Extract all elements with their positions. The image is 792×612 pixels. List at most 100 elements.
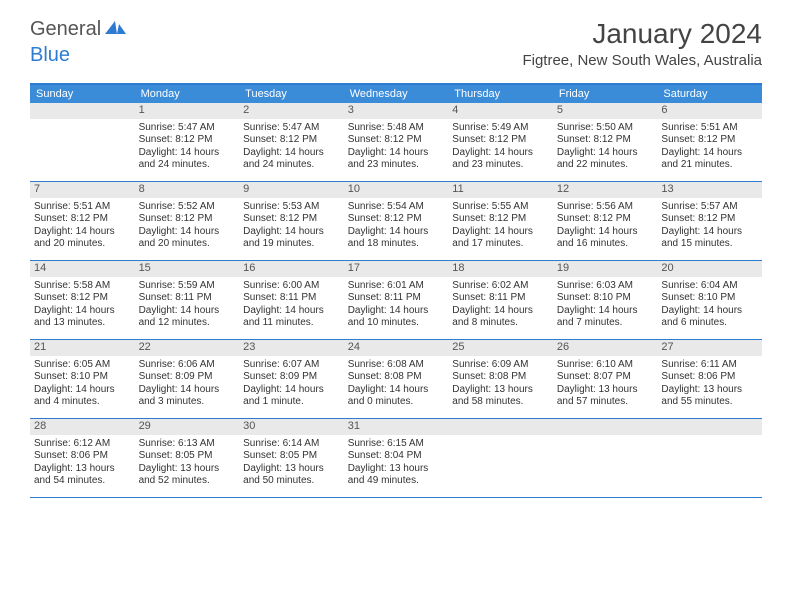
day-cell: 7Sunrise: 5:51 AMSunset: 8:12 PMDaylight…	[30, 182, 135, 260]
sunrise-text: Sunrise: 5:50 AM	[557, 122, 654, 135]
day-body: Sunrise: 6:01 AMSunset: 8:11 PMDaylight:…	[348, 280, 445, 330]
daylight-text: Daylight: 14 hours and 20 minutes.	[34, 226, 131, 251]
calendar: Sunday Monday Tuesday Wednesday Thursday…	[30, 83, 762, 498]
day-number: 30	[239, 419, 344, 435]
sunrise-text: Sunrise: 6:10 AM	[557, 359, 654, 372]
day-cell: 16 Sunrise: 6:00 AMSunset: 8:11 PMDayligh…	[239, 261, 344, 339]
day-body: Sunrise: 5:57 AMSunset: 8:12 PMDaylight:…	[661, 201, 758, 251]
sunset-text: Sunset: 8:11 PM	[139, 292, 236, 305]
daylight-text: Daylight: 14 hours and 18 minutes.	[348, 226, 445, 251]
logo-text-general: General	[30, 18, 101, 41]
day-body: Sunrise: 6:06 AMSunset: 8:09 PMDaylight:…	[139, 359, 236, 409]
week-row: 21Sunrise: 6:05 AMSunset: 8:10 PMDayligh…	[30, 340, 762, 419]
sunset-text: Sunset: 8:12 PM	[661, 213, 758, 226]
day-cell: 10Sunrise: 5:54 AMSunset: 8:12 PMDayligh…	[344, 182, 449, 260]
sunset-text: Sunset: 8:12 PM	[139, 134, 236, 147]
sunset-text: Sunset: 8:12 PM	[348, 213, 445, 226]
daylight-text: Daylight: 14 hours and 10 minutes.	[348, 305, 445, 330]
daylight-text: Daylight: 14 hours and 7 minutes.	[557, 305, 654, 330]
sunrise-text: Sunrise: 5:51 AM	[34, 201, 131, 214]
day-body: Sunrise: 6:00 AMSunset: 8:11 PMDaylight:…	[243, 280, 340, 330]
day-body: Sunrise: 6:14 AMSunset: 8:05 PMDaylight:…	[243, 438, 340, 488]
weekday-header: Monday	[135, 85, 240, 103]
day-body: Sunrise: 5:47 AMSunset: 8:12 PMDaylight:…	[139, 122, 236, 172]
sunrise-text: Sunrise: 5:58 AM	[34, 280, 131, 293]
day-cell: 2Sunrise: 5:47 AMSunset: 8:12 PMDaylight…	[239, 103, 344, 181]
sunrise-text: Sunrise: 5:47 AM	[243, 122, 340, 135]
sunrise-text: Sunrise: 5:52 AM	[139, 201, 236, 214]
day-number: 12	[553, 182, 658, 198]
daylight-text: Daylight: 13 hours and 55 minutes.	[661, 384, 758, 409]
day-cell: 15Sunrise: 5:59 AMSunset: 8:11 PMDayligh…	[135, 261, 240, 339]
day-number: 18	[448, 261, 553, 277]
daylight-text: Daylight: 13 hours and 58 minutes.	[452, 384, 549, 409]
sunrise-text: Sunrise: 5:48 AM	[348, 122, 445, 135]
daylight-text: Daylight: 14 hours and 13 minutes.	[34, 305, 131, 330]
sunset-text: Sunset: 8:12 PM	[557, 134, 654, 147]
day-cell: 11Sunrise: 5:55 AMSunset: 8:12 PMDayligh…	[448, 182, 553, 260]
month-title: January 2024	[522, 18, 762, 50]
daylight-text: Daylight: 14 hours and 20 minutes.	[139, 226, 236, 251]
day-cell: 4Sunrise: 5:49 AMSunset: 8:12 PMDaylight…	[448, 103, 553, 181]
day-cell: 5Sunrise: 5:50 AMSunset: 8:12 PMDaylight…	[553, 103, 658, 181]
day-cell: 18Sunrise: 6:02 AMSunset: 8:11 PMDayligh…	[448, 261, 553, 339]
day-number: 19	[553, 261, 658, 277]
day-number: 16	[239, 261, 344, 277]
logo-triangle-icon	[105, 19, 127, 40]
daylight-text: Daylight: 13 hours and 49 minutes.	[348, 463, 445, 488]
day-body: Sunrise: 5:47 AMSunset: 8:12 PMDaylight:…	[243, 122, 340, 172]
day-cell: 1 Sunrise: 5:47 AMSunset: 8:12 PMDaylight…	[135, 103, 240, 181]
day-cell: 12 Sunrise: 5:56 AMSunset: 8:12 PMDayligh…	[553, 182, 658, 260]
sunrise-text: Sunrise: 5:55 AM	[452, 201, 549, 214]
sunrise-text: Sunrise: 6:11 AM	[661, 359, 758, 372]
header: General January 2024 Figtree, New South …	[0, 0, 792, 75]
daylight-text: Daylight: 14 hours and 23 minutes.	[452, 147, 549, 172]
week-row: 28Sunrise: 6:12 AMSunset: 8:06 PMDayligh…	[30, 419, 762, 498]
day-cell: 25Sunrise: 6:09 AMSunset: 8:08 PMDayligh…	[448, 340, 553, 418]
day-cell: 31Sunrise: 6:15 AMSunset: 8:04 PMDayligh…	[344, 419, 449, 497]
day-body: Sunrise: 5:51 AMSunset: 8:12 PMDaylight:…	[34, 201, 131, 251]
daylight-text: Daylight: 14 hours and 15 minutes.	[661, 226, 758, 251]
day-number: 15	[135, 261, 240, 277]
weekday-header: Friday	[553, 85, 658, 103]
day-number: 21	[30, 340, 135, 356]
day-cell: 27Sunrise: 6:11 AMSunset: 8:06 PMDayligh…	[657, 340, 762, 418]
sunrise-text: Sunrise: 6:13 AM	[139, 438, 236, 451]
day-cell: 24Sunrise: 6:08 AMSunset: 8:08 PMDayligh…	[344, 340, 449, 418]
day-number: 24	[344, 340, 449, 356]
day-number: 8	[135, 182, 240, 198]
day-cell: 14Sunrise: 5:58 AMSunset: 8:12 PMDayligh…	[30, 261, 135, 339]
sunset-text: Sunset: 8:11 PM	[348, 292, 445, 305]
daylight-text: Daylight: 14 hours and 12 minutes.	[139, 305, 236, 330]
sunset-text: Sunset: 8:06 PM	[34, 450, 131, 463]
day-cell	[657, 419, 762, 497]
sunset-text: Sunset: 8:12 PM	[452, 213, 549, 226]
sunset-text: Sunset: 8:08 PM	[452, 371, 549, 384]
day-body: Sunrise: 5:58 AMSunset: 8:12 PMDaylight:…	[34, 280, 131, 330]
weekday-header: Wednesday	[344, 85, 449, 103]
sunrise-text: Sunrise: 6:05 AM	[34, 359, 131, 372]
day-cell: 13 Sunrise: 5:57 AMSunset: 8:12 PMDayligh…	[657, 182, 762, 260]
daylight-text: Daylight: 13 hours and 52 minutes.	[139, 463, 236, 488]
day-body: Sunrise: 6:15 AMSunset: 8:04 PMDaylight:…	[348, 438, 445, 488]
sunset-text: Sunset: 8:12 PM	[243, 213, 340, 226]
sunrise-text: Sunrise: 6:15 AM	[348, 438, 445, 451]
daylight-text: Daylight: 14 hours and 8 minutes.	[452, 305, 549, 330]
day-body: Sunrise: 5:56 AMSunset: 8:12 PMDaylight:…	[557, 201, 654, 251]
day-number: 1	[135, 103, 240, 119]
daylight-text: Daylight: 14 hours and 3 minutes.	[139, 384, 236, 409]
weekday-header: Tuesday	[239, 85, 344, 103]
day-number: 26	[553, 340, 658, 356]
sunset-text: Sunset: 8:05 PM	[139, 450, 236, 463]
day-number: 13	[657, 182, 762, 198]
day-body: Sunrise: 5:49 AMSunset: 8:12 PMDaylight:…	[452, 122, 549, 172]
sunrise-text: Sunrise: 6:09 AM	[452, 359, 549, 372]
title-block: January 2024 Figtree, New South Wales, A…	[522, 18, 762, 69]
day-cell: 29Sunrise: 6:13 AMSunset: 8:05 PMDayligh…	[135, 419, 240, 497]
daylight-text: Daylight: 14 hours and 16 minutes.	[557, 226, 654, 251]
day-cell: 3Sunrise: 5:48 AMSunset: 8:12 PMDaylight…	[344, 103, 449, 181]
sunset-text: Sunset: 8:09 PM	[139, 371, 236, 384]
day-cell: 8Sunrise: 5:52 AMSunset: 8:12 PMDaylight…	[135, 182, 240, 260]
day-number: 6	[657, 103, 762, 119]
day-cell: 30 Sunrise: 6:14 AMSunset: 8:05 PMDayligh…	[239, 419, 344, 497]
